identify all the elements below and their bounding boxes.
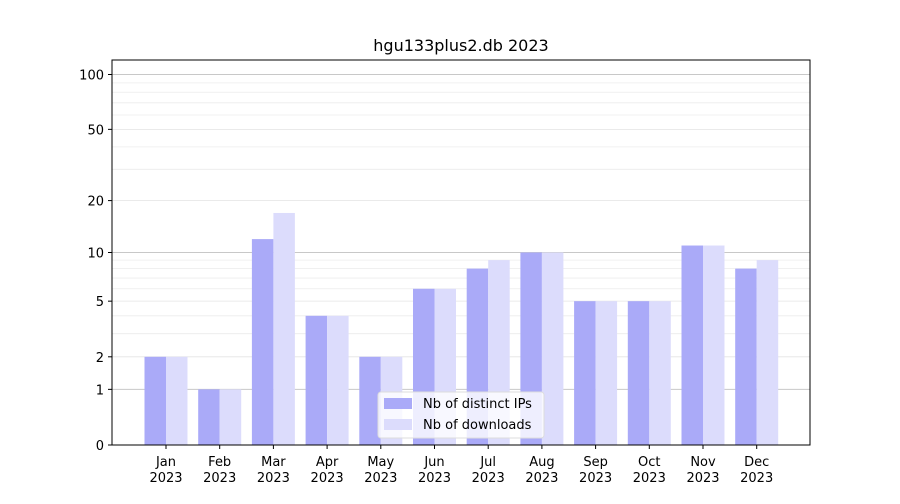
x-tick-label-month: Sep	[583, 455, 608, 470]
x-tick-label-month: Jun	[423, 455, 444, 470]
bar	[166, 356, 188, 445]
x-tick-label-year: 2023	[364, 471, 397, 486]
x-tick-label-year: 2023	[257, 471, 290, 486]
bar	[541, 252, 564, 445]
plot-frame	[111, 59, 811, 446]
x-tick-label-year: 2023	[579, 471, 612, 486]
bar	[756, 260, 779, 445]
y-tick-label: 0	[96, 439, 104, 454]
legend-label: Nb of distinct IPs	[423, 397, 532, 412]
bar	[627, 301, 650, 445]
x-axis: Jan2023Feb2023Mar2023Apr2023May2023Jun20…	[149, 445, 773, 486]
legend-swatch	[384, 398, 412, 409]
x-tick-label-month: Dec	[744, 455, 769, 470]
bar	[219, 389, 242, 445]
x-tick-label-month: Nov	[690, 455, 716, 470]
bar	[273, 212, 295, 445]
bar	[251, 239, 274, 445]
x-tick-label-year: 2023	[686, 471, 719, 486]
bar	[574, 301, 596, 445]
chart-title: hgu133plus2.db 2023	[373, 36, 548, 55]
bar	[735, 268, 757, 445]
x-tick-label-year: 2023	[525, 471, 558, 486]
bar	[649, 301, 671, 445]
x-tick-label-year: 2023	[633, 471, 666, 486]
y-tick-label: 20	[87, 195, 104, 210]
legend-label: Nb of downloads	[423, 418, 532, 433]
x-tick-label-month: Jan	[155, 455, 176, 470]
bar	[327, 315, 349, 445]
x-tick-label-year: 2023	[203, 471, 236, 486]
legend-box	[377, 391, 545, 439]
x-tick-label-month: May	[367, 455, 394, 470]
legend-swatch	[384, 419, 412, 430]
x-tick-label-year: 2023	[418, 471, 451, 486]
x-tick-label-month: Feb	[208, 455, 231, 470]
bar	[144, 356, 166, 445]
x-tick-label-month: Jul	[479, 455, 496, 470]
bar	[359, 356, 381, 445]
x-tick-label-month: Apr	[316, 455, 339, 470]
y-tick-label: 50	[87, 123, 104, 138]
y-tick-label: 100	[79, 69, 104, 84]
y-tick-label: 10	[87, 247, 104, 262]
y-tick-label: 2	[96, 351, 104, 366]
x-tick-label-month: Mar	[261, 455, 286, 470]
x-tick-label-year: 2023	[149, 471, 182, 486]
x-tick-label-year: 2023	[311, 471, 344, 486]
x-tick-label-year: 2023	[740, 471, 773, 486]
bar	[703, 245, 725, 445]
y-tick-label: 1	[96, 383, 104, 398]
bar	[681, 245, 703, 445]
x-tick-label-year: 2023	[472, 471, 505, 486]
x-tick-label-month: Oct	[638, 455, 660, 470]
legend: Nb of distinct IPs Nb of downloads	[377, 391, 545, 439]
bar	[305, 315, 328, 445]
y-tick-label: 5	[96, 295, 104, 310]
bar	[595, 301, 618, 445]
y-axis: 0 1 2 5 10 20 50 100	[79, 69, 112, 454]
x-tick-label-month: Aug	[529, 455, 554, 470]
bar	[198, 389, 220, 445]
